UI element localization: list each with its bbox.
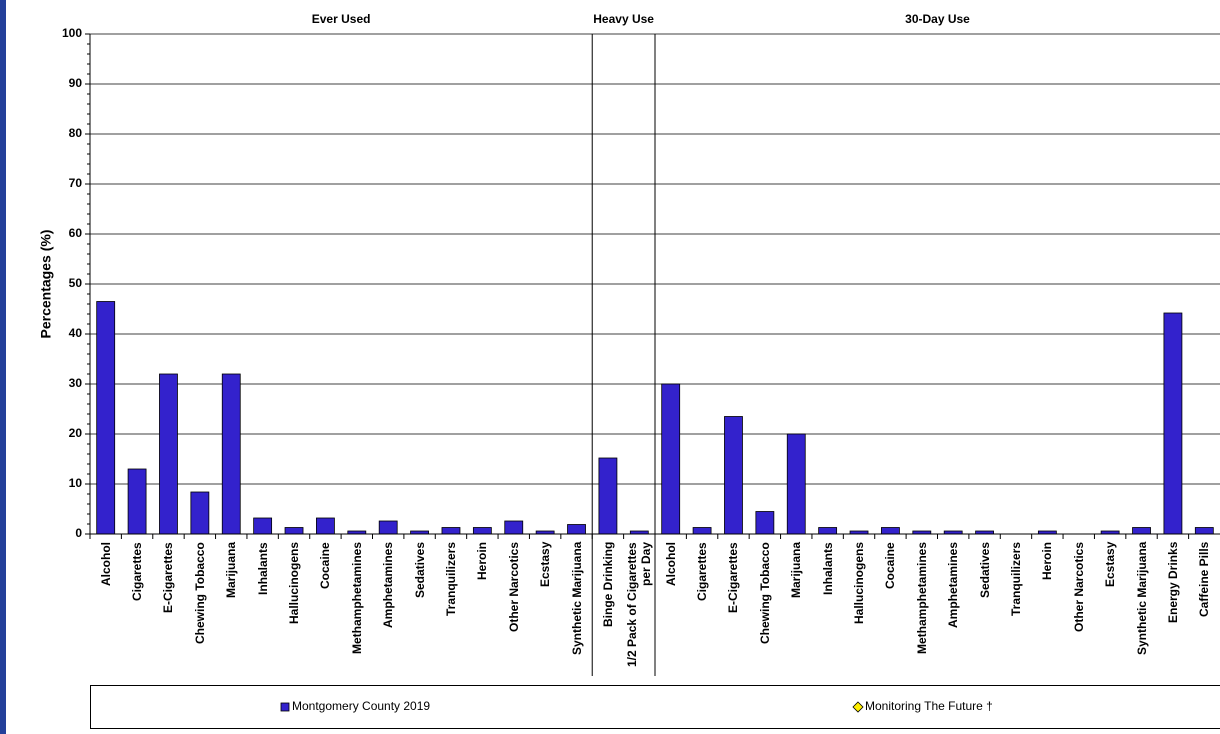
bar	[755, 511, 775, 535]
y-tick-label: 0	[75, 526, 82, 540]
bar	[159, 373, 178, 535]
bar	[567, 524, 586, 535]
legend-label: Monitoring The Future †	[865, 699, 993, 713]
y-axis-title: Percentages (%)	[38, 230, 54, 339]
y-tick-label: 30	[69, 376, 83, 390]
x-tick-label: Synthetic Marijuana	[569, 542, 584, 656]
bar	[316, 517, 335, 535]
bar	[818, 527, 838, 535]
x-tick-label: Heroin	[1040, 542, 1055, 581]
y-tick-label: 70	[69, 176, 83, 190]
bar	[661, 383, 681, 535]
legend-marker	[280, 702, 290, 712]
bar	[284, 527, 304, 535]
x-tick-label: Amphetamines	[381, 542, 396, 629]
x-tick-label: Chewing Tobacco	[192, 542, 207, 644]
x-tick-label: Other Narcotics	[506, 542, 521, 633]
legend-marker	[852, 701, 864, 713]
x-tick-label: Sedatives	[977, 542, 992, 599]
bar	[692, 527, 712, 535]
x-tick-label: Other Narcotics	[1071, 542, 1086, 633]
x-tick-label: Cocaine	[318, 542, 333, 589]
x-tick-label: Ecstasy	[1103, 542, 1118, 588]
bar	[1194, 527, 1214, 535]
y-tick-label: 10	[69, 476, 83, 490]
x-tick-label: E-Cigarettes	[726, 542, 741, 613]
bar	[127, 468, 147, 535]
x-tick-label: Chewing Tobacco	[757, 542, 772, 644]
bar	[253, 517, 273, 535]
x-tick-label: Sedatives	[412, 542, 427, 599]
x-tick-label: Energy Drinks	[1165, 542, 1180, 624]
bar	[472, 527, 492, 535]
x-tick-label: Hallucinogens	[287, 542, 302, 625]
bar	[724, 416, 743, 535]
x-tick-label: Methamphetamines	[349, 542, 364, 655]
x-tick-label: Heroin	[475, 542, 490, 581]
x-tick-label: Hallucinogens	[852, 542, 867, 625]
bar	[378, 520, 398, 535]
left-frame	[0, 0, 6, 734]
y-tick-label: 60	[69, 226, 83, 240]
y-tick-label: 100	[62, 26, 82, 40]
bar	[786, 433, 806, 535]
x-tick-label: Cigarettes	[130, 542, 145, 601]
x-tick-label: E-Cigarettes	[161, 542, 176, 613]
legend-label: Montgomery County 2019	[292, 699, 430, 713]
x-tick-label: Cocaine	[883, 542, 898, 589]
x-tick-label: Alcohol	[663, 542, 678, 586]
x-tick-label: Inhalants	[255, 542, 270, 595]
bar	[96, 301, 116, 535]
bar	[881, 527, 900, 535]
x-tick-label: 1/2 Pack of Cigarettes per Day	[625, 542, 654, 667]
y-tick-label: 40	[69, 326, 83, 340]
x-tick-label: Alcohol	[98, 542, 113, 586]
x-tick-label: Cigarettes	[695, 542, 710, 601]
x-tick-label: Binge Drinking	[600, 542, 615, 628]
bar	[1163, 312, 1183, 535]
x-tick-label: Marijuana	[224, 542, 239, 599]
x-tick-label: Tranquilizers	[1008, 542, 1023, 617]
y-tick-label: 80	[69, 126, 83, 140]
bar	[1132, 527, 1151, 535]
group-label: Heavy Use	[593, 12, 654, 26]
group-label: 30-Day Use	[905, 12, 970, 26]
y-tick-label: 20	[69, 426, 83, 440]
x-tick-label: Methamphetamines	[914, 542, 929, 655]
x-tick-label: Caffeine Pills	[1197, 542, 1212, 618]
bar	[190, 491, 210, 535]
legend-box	[90, 685, 1220, 729]
x-tick-label: Tranquilizers	[443, 542, 458, 617]
bar	[504, 520, 524, 535]
x-tick-label: Ecstasy	[538, 542, 553, 588]
x-tick-label: Synthetic Marijuana	[1134, 542, 1149, 656]
x-tick-label: Marijuana	[789, 542, 804, 599]
x-tick-label: Inhalants	[820, 542, 835, 595]
x-tick-label: Amphetamines	[946, 542, 961, 629]
y-tick-label: 90	[69, 76, 83, 90]
bar	[221, 373, 241, 535]
y-tick-label: 50	[69, 276, 83, 290]
group-label: Ever Used	[312, 12, 371, 26]
bar	[441, 527, 461, 535]
bar	[598, 457, 618, 535]
